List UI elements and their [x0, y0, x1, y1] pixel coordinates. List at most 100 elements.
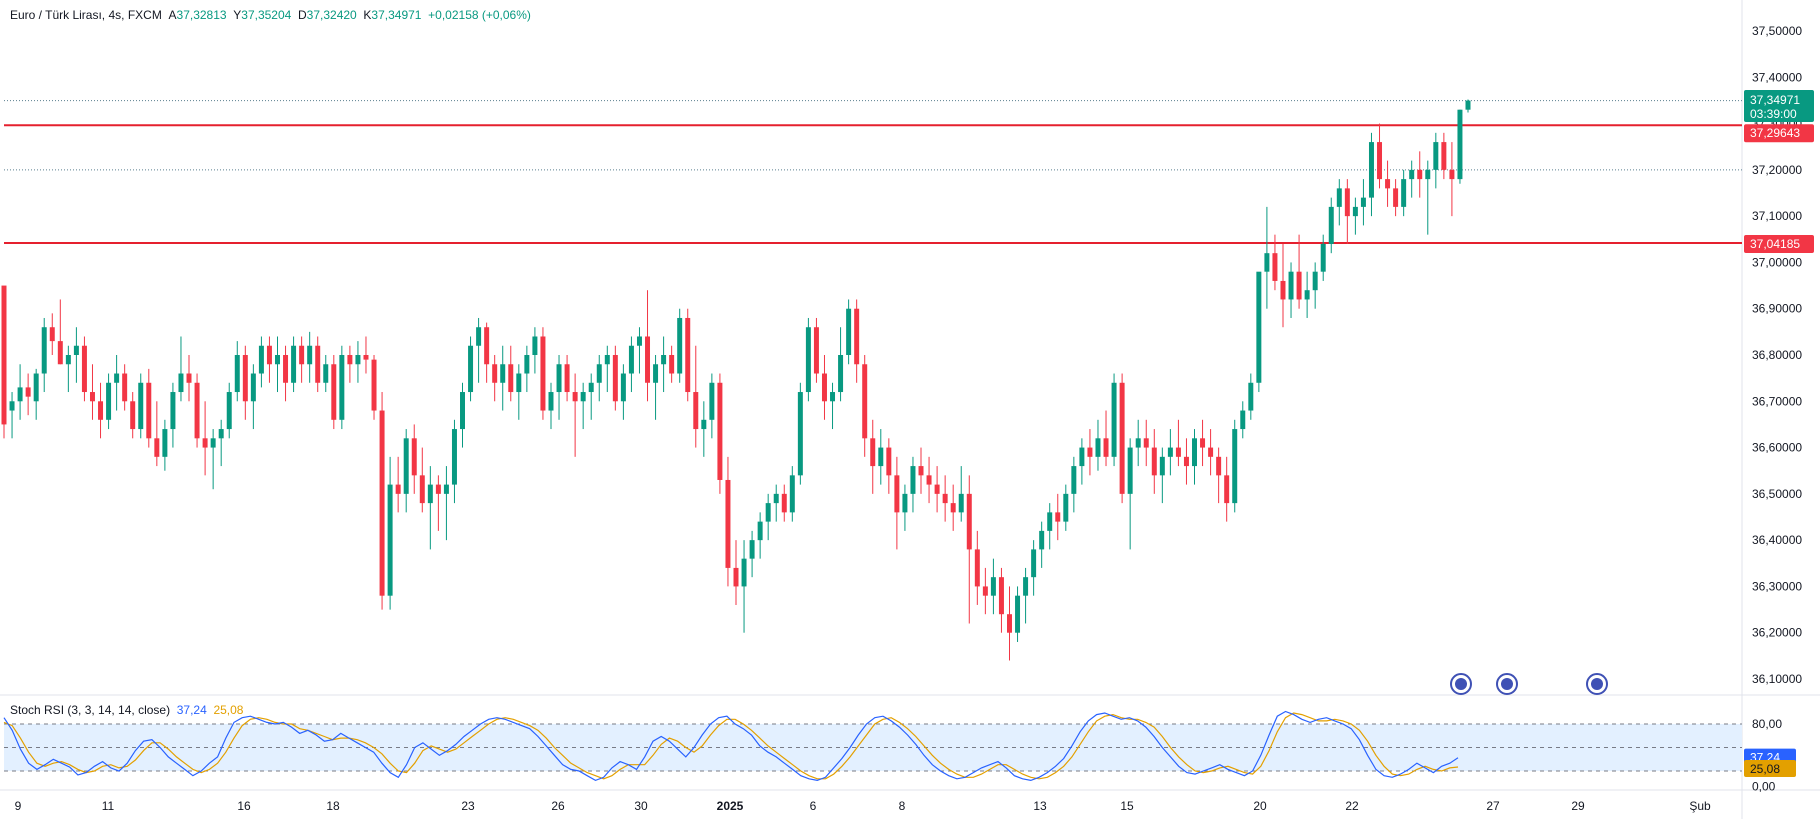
candle-body [1248, 382, 1254, 411]
candle-body [106, 382, 112, 420]
candle-body [1272, 253, 1278, 281]
candle-body [508, 364, 514, 393]
candle-body [65, 355, 71, 365]
last-price-label: 37,34971 [1750, 93, 1800, 107]
level-price-label: 37,29643 [1750, 126, 1800, 140]
candle-body [258, 345, 264, 374]
candle-body [1135, 438, 1141, 448]
candle-body [194, 382, 200, 439]
candle-body [830, 392, 836, 402]
candle-body [1280, 280, 1286, 300]
candle-body [886, 447, 892, 476]
candle-body [958, 493, 964, 513]
candle-body [81, 345, 87, 393]
candle-body [628, 345, 634, 374]
x-tick-label: 23 [461, 799, 475, 813]
candle-body [1465, 100, 1471, 110]
candle-body [813, 327, 819, 374]
candle-body [1409, 169, 1415, 180]
candle-body [1360, 197, 1366, 207]
candle-body [1047, 512, 1053, 531]
stoch-band [4, 724, 1742, 771]
candle-body [1224, 475, 1230, 504]
candle-body [162, 429, 168, 457]
candle-body [1192, 438, 1197, 467]
x-tick-label: 15 [1120, 799, 1134, 813]
y-tick-label: 36,50000 [1752, 487, 1802, 501]
candle-body [1111, 382, 1117, 457]
candle-body [894, 475, 900, 513]
candle-body [395, 484, 401, 494]
stoch-d-axis-label: 25,08 [1750, 762, 1780, 776]
y-tick-label: 36,80000 [1752, 348, 1802, 362]
candle-body [1200, 438, 1206, 448]
candle-body [821, 373, 827, 402]
high-label: Y [233, 8, 242, 22]
candle-body [934, 484, 940, 494]
low-label: D [298, 8, 307, 22]
countdown-label: 03:39:00 [1750, 107, 1797, 121]
candle-body [154, 438, 160, 457]
candle-body [1208, 447, 1214, 457]
candle-body [291, 345, 297, 383]
stoch-y-tick-label: 80,00 [1752, 717, 1782, 731]
candle-body [588, 382, 594, 393]
x-tick-label: 29 [1571, 799, 1585, 813]
candle-body [1127, 447, 1133, 494]
candle-body [604, 355, 610, 365]
event-icon-dot [1591, 678, 1603, 690]
candle-body [757, 521, 763, 541]
candle-body [797, 392, 803, 476]
candle-body [693, 392, 699, 430]
candle-body [910, 466, 916, 494]
close-value: 37,34971 [371, 8, 422, 22]
candle-body [950, 503, 956, 513]
y-tick-label: 36,20000 [1752, 626, 1802, 640]
candle-body [773, 493, 779, 504]
candle-body [516, 373, 522, 393]
candle-body [363, 355, 369, 360]
candle-body [17, 387, 23, 402]
candle-body [41, 327, 47, 374]
candle-body [1007, 614, 1012, 633]
candle-body [878, 447, 884, 467]
candle-body [677, 317, 683, 374]
candle-body [620, 373, 626, 402]
candle-body [371, 359, 377, 411]
x-tick-label: 26 [551, 799, 565, 813]
x-tick-label: 22 [1345, 799, 1359, 813]
stoch-rsi-title: Stoch RSI (3, 3, 14, 14, close) [10, 703, 171, 717]
candle-body [387, 484, 393, 596]
candle-body [315, 345, 321, 383]
event-icon [1450, 673, 1472, 695]
y-tick-label: 37,40000 [1752, 70, 1802, 84]
candle-body [460, 392, 465, 430]
candle-body [1393, 188, 1399, 207]
candle-body [564, 364, 570, 393]
x-tick-label: 2025 [717, 799, 744, 813]
candle-body [918, 466, 924, 476]
candle-body [862, 364, 868, 439]
candle-body [347, 355, 353, 365]
candle-body [33, 373, 39, 402]
candle-body [138, 382, 144, 430]
candle-body [1352, 206, 1358, 217]
candle-body [669, 355, 675, 374]
candle-body [170, 392, 176, 430]
candle-body [403, 438, 409, 494]
candle-body [234, 355, 240, 393]
candle-body [781, 493, 787, 513]
candle-body [500, 364, 506, 383]
level-price-label: 37,04185 [1750, 237, 1800, 251]
x-tick-label: 8 [899, 799, 906, 813]
candle-body [427, 484, 433, 504]
candle-body [572, 392, 578, 402]
stoch-k-value: 37,24 [176, 703, 207, 717]
candle-body [1151, 447, 1157, 476]
candle-body [1031, 549, 1037, 578]
x-tick-label: 9 [15, 799, 22, 813]
candle-body [331, 364, 337, 420]
candle-body [653, 364, 659, 383]
